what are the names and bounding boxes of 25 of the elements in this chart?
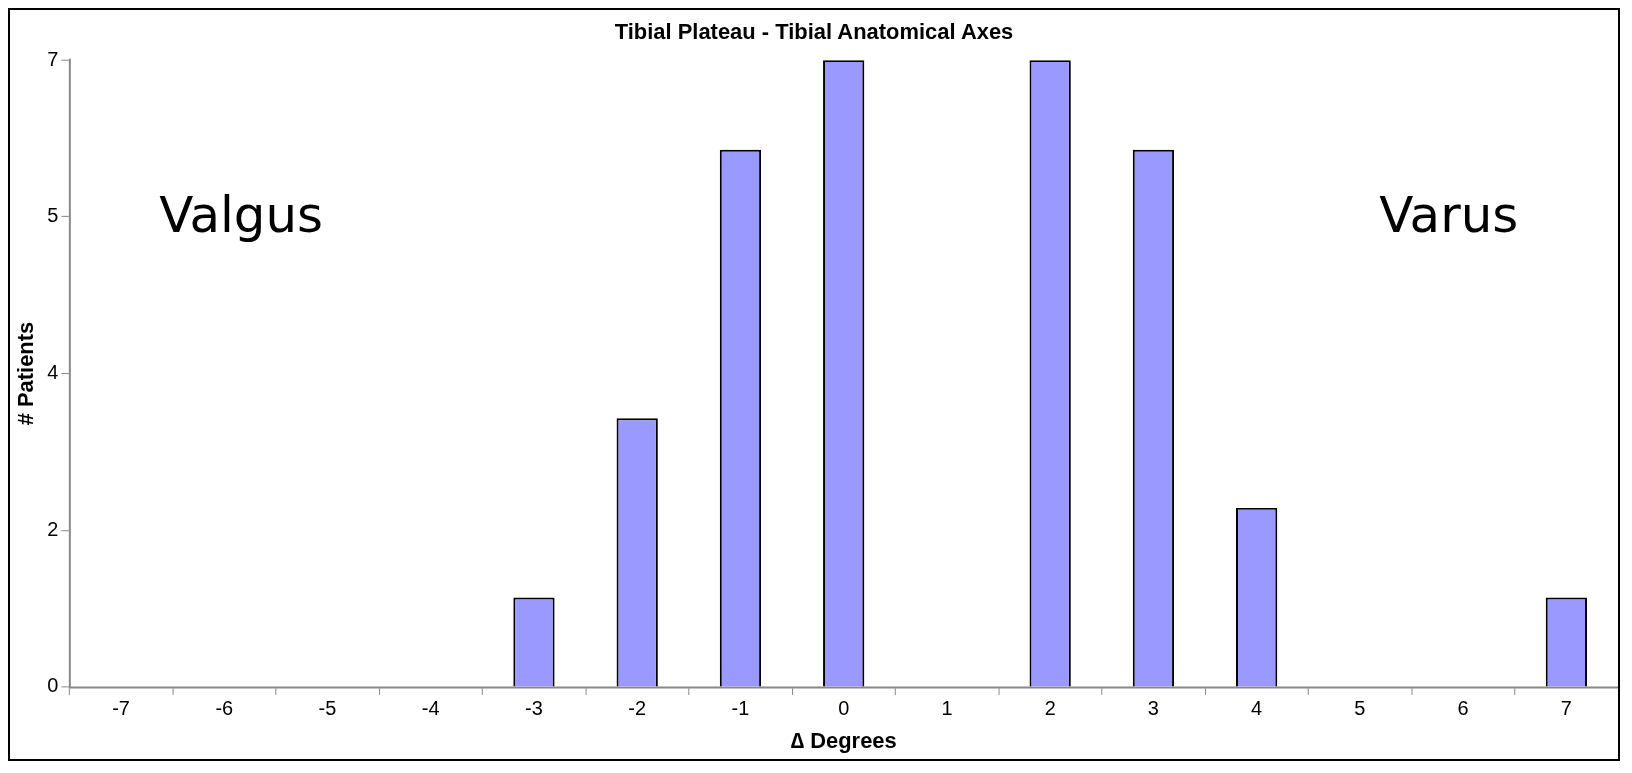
y-tick-label: 4 xyxy=(47,361,59,384)
x-tick-label: 5 xyxy=(1354,697,1366,720)
x-tick-label: 0 xyxy=(838,697,850,720)
x-tick-label: 3 xyxy=(1147,697,1159,720)
x-tick-label: -6 xyxy=(215,697,234,720)
x-tick-label: 1 xyxy=(941,697,953,720)
y-tick-label: 5 xyxy=(47,204,59,227)
y-axis-title: # Patients xyxy=(13,321,39,426)
x-tick-label: 7 xyxy=(1560,697,1572,720)
annotation: Varus xyxy=(1379,186,1519,245)
x-axis-title: ∆ Degrees xyxy=(790,727,897,753)
x-tick-label: -5 xyxy=(318,697,337,720)
y-tick-label: 0 xyxy=(47,674,59,697)
x-tick-label: -4 xyxy=(421,697,440,720)
x-tick-label: -1 xyxy=(731,697,750,720)
annotation: Valgus xyxy=(159,186,324,245)
x-tick-label: 4 xyxy=(1251,697,1263,720)
x-tick-label: 6 xyxy=(1457,697,1469,720)
x-tick-label: -2 xyxy=(628,697,647,720)
x-tick-label: 2 xyxy=(1044,697,1056,720)
x-tick-label: -3 xyxy=(525,697,543,720)
chart-title: Tibial Plateau - Tibial Anatomical Axes xyxy=(614,19,1014,45)
y-tick-label: 2 xyxy=(47,517,59,540)
y-tick-label: 7 xyxy=(47,47,59,70)
x-tick-label: -7 xyxy=(112,697,130,720)
